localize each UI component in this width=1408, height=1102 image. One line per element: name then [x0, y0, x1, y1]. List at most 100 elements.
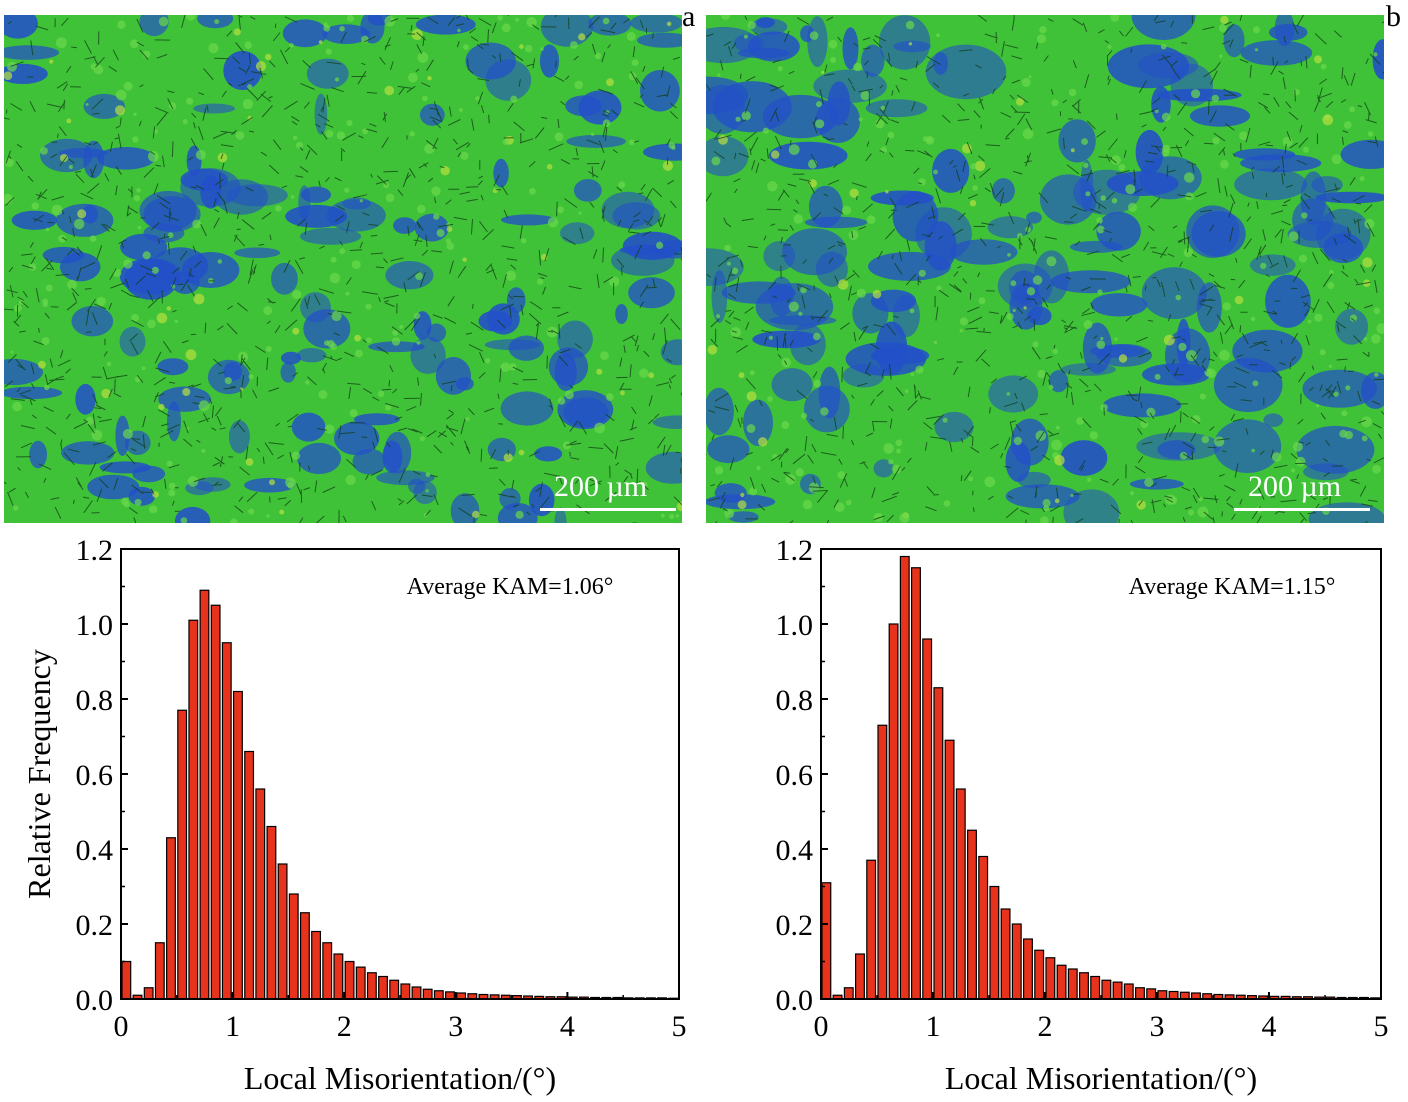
x-axis-label: Local Misorientation/(°) [945, 1060, 1257, 1096]
y-tick-label: 0.4 [776, 834, 814, 867]
histogram-bar [277, 863, 288, 1000]
scale-bar-b [1234, 508, 1370, 511]
x-tick-label: 1 [926, 1010, 941, 1043]
histogram-bar [221, 642, 232, 1000]
y-tick-label: 0.0 [776, 984, 814, 1017]
histogram-bar [311, 930, 322, 1000]
histogram-bar [1112, 981, 1123, 1000]
y-tick-label: 1.0 [76, 609, 114, 642]
histogram-chart-a: 0.0 0.2 0.4 0.6 0.8 1.0 1.2 0 1 2 3 4 5 Local Misorie… [21, 534, 687, 1096]
histogram-bar [433, 990, 444, 1000]
histogram-bar [233, 690, 243, 1000]
histogram-bar [322, 942, 333, 1000]
histogram-bar [244, 750, 255, 1000]
histogram-bar [1135, 987, 1145, 1000]
x-tick-label: 5 [672, 1010, 687, 1043]
y-tick-label: 1.0 [776, 609, 814, 642]
histogram-bar [967, 829, 977, 1000]
histogram-bar [333, 953, 344, 1000]
histogram-bar [911, 567, 921, 1000]
histogram-bar [1000, 908, 1011, 1000]
histogram-bar [255, 788, 266, 1000]
histogram-bar [154, 942, 165, 1000]
x-tick-label: 4 [560, 1010, 575, 1043]
y-tick-label: 0.6 [776, 759, 814, 792]
histogram-bar [1023, 938, 1033, 1000]
histogram-bar [855, 953, 865, 1000]
x-tick-label: 3 [1150, 1010, 1165, 1043]
histogram-bar [1056, 964, 1067, 1000]
histogram-bar [989, 885, 1000, 1000]
histogram-bar [1146, 988, 1157, 1000]
y-tick-label: 1.2 [776, 534, 814, 567]
y-axis-label: Relative Frequency [21, 649, 57, 899]
x-tick-label: 2 [1038, 1010, 1053, 1043]
histogram-bar [121, 960, 132, 1000]
histogram-bar [389, 979, 400, 1000]
y-tick-label: 0.6 [76, 759, 114, 792]
histogram-bar [1168, 990, 1179, 1000]
histogram-bar [1034, 949, 1045, 1000]
histogram-bar [210, 604, 221, 1000]
kam-map-a [4, 15, 682, 523]
histogram-bar [1011, 923, 1022, 1000]
histogram-bar [1045, 957, 1056, 1000]
y-tick-label: 0.2 [76, 909, 114, 942]
histogram-bar [378, 975, 388, 1000]
histogram-bar [445, 991, 455, 1000]
histogram-bar [344, 960, 355, 1000]
histogram-bar [422, 988, 433, 1000]
histogram-bar [288, 893, 299, 1000]
y-tick-label: 0.8 [776, 684, 814, 717]
histogram-bar [1123, 983, 1134, 1000]
histogram-bar [1157, 990, 1168, 1000]
histogram-bar [866, 859, 877, 1000]
average-kam-annotation: Average KAM=1.06° [407, 574, 614, 600]
scale-bar-label-b: 200 µm [1248, 470, 1342, 503]
histogram-bar [166, 837, 176, 1000]
histogram-bar [299, 912, 310, 1000]
histogram-bar [933, 687, 944, 1000]
x-tick-label: 2 [337, 1010, 352, 1043]
histogram-bar [400, 983, 411, 1000]
histogram-bar [1101, 979, 1112, 1000]
x-tick-label: 5 [1374, 1010, 1389, 1043]
x-tick-label: 4 [1262, 1010, 1277, 1043]
histogram-bar [1067, 968, 1078, 1000]
histogram-bar [266, 825, 277, 1000]
histogram-chart-b: 0.0 0.2 0.4 0.6 0.8 1.0 1.2 0 1 2 3 4 5 Local Misorie… [776, 534, 1389, 1096]
histogram-bar [1079, 972, 1089, 1000]
x-tick-label: 1 [225, 1010, 240, 1043]
histogram-bar [821, 882, 832, 1000]
kam-map-b [706, 15, 1384, 523]
histogram-bar [355, 966, 366, 1000]
histogram-bar [177, 709, 188, 1000]
y-tick-label: 0.0 [76, 984, 114, 1017]
histogram-bar [199, 589, 210, 1000]
histogram-bar [888, 623, 899, 1000]
y-tick-label: 0.2 [776, 909, 814, 942]
histogram-bar [843, 987, 854, 1000]
x-tick-label: 0 [814, 1010, 829, 1043]
histogram-bar [1090, 975, 1101, 1000]
scale-bar-a [540, 508, 676, 511]
average-kam-annotation: Average KAM=1.15° [1129, 574, 1336, 600]
panel-label-a: a [682, 0, 696, 33]
histogram-bar [411, 986, 422, 1000]
histogram-bar [922, 638, 933, 1000]
scale-bar-label-a: 200 µm [554, 470, 648, 503]
x-tick-label: 0 [114, 1010, 129, 1043]
histogram-bar [978, 855, 989, 1000]
histogram-bar [366, 972, 377, 1000]
x-tick-label: 3 [448, 1010, 463, 1043]
y-tick-label: 0.4 [76, 834, 114, 867]
histogram-bar [188, 619, 199, 1000]
histogram-bar [944, 739, 955, 1000]
x-axis-label: Local Misorientation/(°) [244, 1060, 556, 1096]
histogram-bar [877, 724, 888, 1000]
panel-label-b: b [1386, 0, 1401, 33]
histogram-bar [955, 788, 966, 1000]
histogram-bar [1179, 991, 1190, 1000]
histogram-bar [899, 555, 910, 1000]
histogram-bar [143, 987, 154, 1000]
